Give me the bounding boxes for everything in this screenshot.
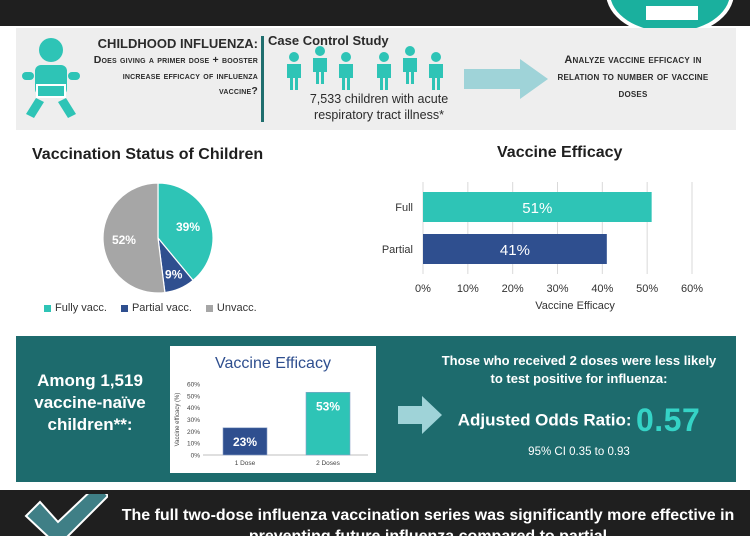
aor-label: Adjusted Odds Ratio: (457, 410, 632, 430)
legend-label: Fully vacc. (55, 302, 107, 314)
legend-item: Unvacc. (205, 302, 257, 314)
legend-label: Unvacc. (216, 302, 257, 314)
y-tick-label: 60% (187, 382, 200, 389)
legend-swatch (44, 304, 51, 312)
bar-partial (423, 234, 607, 264)
x-tick-label: 50% (636, 283, 658, 295)
efficacy-bar-chart: 0% 10% 20% 30% 40% 50% 60% 51% Full 41% Partial Vac… (382, 182, 703, 312)
question-title: CHILDHOOD INFLUENZA: (97, 36, 258, 51)
x-axis-label: Vaccine Efficacy (535, 300, 615, 312)
x-tick-label: 20% (502, 283, 524, 295)
x-tick-label: 30% (546, 283, 568, 295)
efficacy-chart-title: Vaccine Efficacy (497, 144, 623, 161)
bar-2-doses (305, 391, 351, 456)
baby-icon (22, 38, 80, 118)
study-population: 7,533 children with acute respiratory tr… (309, 92, 449, 122)
y-axis-label: Vaccine efficacy (%) (175, 393, 181, 447)
arrow-right-icon (398, 396, 442, 434)
x-tick-label: 10% (457, 283, 479, 295)
bar-data-label: 53% (316, 399, 340, 413)
x-tick-label: 0% (415, 283, 431, 295)
bar-data-label: 23% (233, 435, 257, 449)
y-tick-label: 10% (187, 441, 200, 448)
bar-1-dose (222, 427, 268, 456)
x-category-label: 1 Dose (235, 460, 256, 467)
pie-legend: Fully vacc. Partial vacc. Unvacc. (44, 302, 257, 314)
question-body: Does giving a primer dose + booster incr… (93, 54, 258, 97)
legend-swatch (205, 304, 213, 312)
y-tick-label: 40% (187, 405, 200, 412)
y-category-label: Full (395, 202, 413, 214)
analysis-goal: Analyze vaccine efficacy in relation to … (557, 54, 709, 100)
pie-data-label: 52% (112, 233, 136, 247)
aor-value: 0.57 (635, 402, 701, 438)
result-statement: Those who received 2 doses were less lik… (441, 353, 717, 386)
legend-swatch (120, 304, 128, 312)
bar-data-label: 51% (522, 200, 552, 217)
children-group-icon (287, 46, 443, 90)
bar-full (423, 192, 652, 222)
subgroup-label: Among 1,519 vaccine-naïve children**: (34, 371, 146, 434)
pie-slice-fully-vacc (157, 182, 214, 282)
vaccination-status-pie-chart: 39% 9% 52% (102, 182, 214, 294)
results-band (16, 336, 736, 482)
legend-item: Partial vacc. (120, 302, 192, 314)
x-tick-label: 60% (681, 283, 703, 295)
adjusted-odds-ratio: Adjusted Odds Ratio: 0.57 (436, 402, 722, 439)
confidence-interval: 95% CI 0.35 to 0.93 (528, 446, 630, 458)
conclusion-band (0, 490, 750, 536)
dose-efficacy-bar-chart: Vaccine Efficacy 0% 10% 20% 30% 40% 50% 60% Vacc… (175, 355, 368, 467)
pie-slice-unvacc (102, 182, 166, 294)
y-category-label: Partial (382, 244, 413, 256)
arrow-right-icon (464, 59, 548, 99)
y-tick-label: 30% (187, 417, 200, 424)
y-tick-label: 20% (187, 429, 200, 436)
y-tick-label: 50% (187, 393, 200, 400)
x-tick-label: 40% (591, 283, 613, 295)
pie-data-label: 9% (165, 267, 183, 281)
bar-data-label: 41% (500, 242, 530, 259)
study-type: Case Control Study (268, 33, 389, 48)
x-category-label: 2 Doses (316, 460, 341, 467)
conclusion-text: The full two-dose influenza vaccination … (121, 507, 735, 536)
pie-data-label: 39% (176, 220, 200, 234)
study-header (16, 28, 736, 130)
legend-item: Fully vacc. (44, 302, 107, 314)
checkmark-icon (24, 494, 108, 536)
header-divider (261, 36, 264, 122)
pie-chart-title: Vaccination Status of Children (32, 146, 264, 163)
y-tick-label: 0% (191, 453, 201, 460)
legend-label: Partial vacc. (131, 302, 192, 314)
dose-chart-title: Vaccine Efficacy (215, 355, 331, 372)
